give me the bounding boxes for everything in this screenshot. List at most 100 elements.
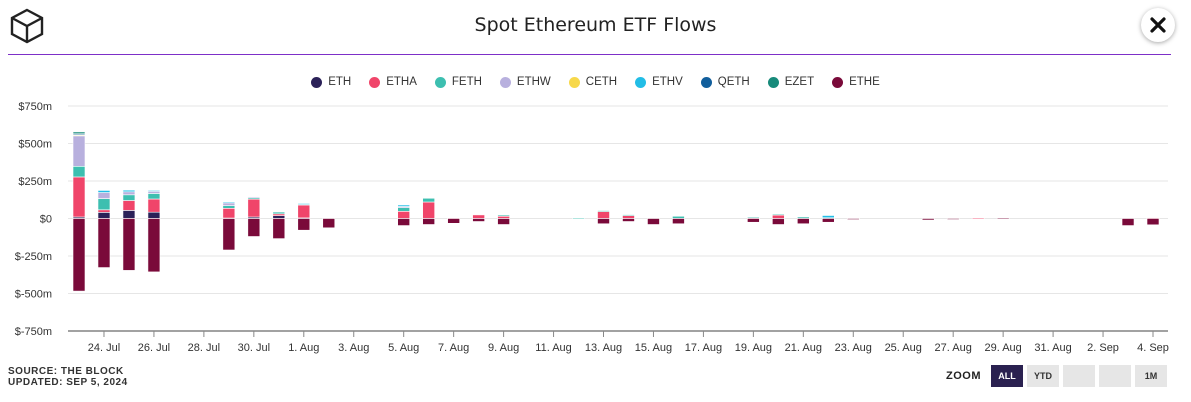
legend-dot-icon xyxy=(434,76,446,88)
legend-label: ETHE xyxy=(849,76,880,88)
bar-segment-etha xyxy=(297,204,311,219)
bar-segment-ethe xyxy=(1146,218,1160,226)
close-button[interactable] xyxy=(1141,8,1175,42)
legend-dot-icon xyxy=(700,76,712,88)
bar-segment-ethv xyxy=(122,189,136,193)
bar-segment-ethe xyxy=(222,218,236,251)
bar-segment-ethe xyxy=(122,218,136,271)
y-tick-label: $-250m xyxy=(15,251,52,263)
bar-segment-ethv xyxy=(97,190,111,193)
legend-label: ETH xyxy=(328,76,352,88)
bar-segment-ethe xyxy=(247,218,261,237)
legend-item-ezet[interactable]: EZET xyxy=(767,74,815,90)
bar-segment-feth xyxy=(422,197,435,203)
zoom-all-button[interactable]: ALL xyxy=(991,365,1023,387)
bar-segment-ethw xyxy=(122,191,136,196)
y-tick-label: $-750m xyxy=(15,326,52,338)
legend-item-etha[interactable]: ETHA xyxy=(369,74,417,90)
bar-segment-ethe xyxy=(147,218,161,273)
bar-segment-etha xyxy=(147,198,161,213)
bar-segment-etha xyxy=(622,215,635,219)
bar-segment-etha xyxy=(97,209,111,213)
bar-segment-ezet xyxy=(72,131,86,135)
legend-dot-icon xyxy=(635,76,647,88)
bar-segment-etha xyxy=(971,217,985,220)
x-tick-label: 17. Aug xyxy=(685,342,722,354)
bar-segment-ethe xyxy=(622,218,635,222)
bar-segment-ethe xyxy=(97,218,111,268)
bar-segment-ethe xyxy=(597,218,610,225)
bar-segment-feth xyxy=(97,198,111,211)
bar-segment-ethe xyxy=(672,218,685,225)
bar-segment-ethe xyxy=(1121,218,1135,226)
legend-dot-icon xyxy=(767,76,779,88)
zoom-1m-button[interactable]: 1M xyxy=(1135,365,1167,387)
zoom-blank-button-1[interactable] xyxy=(1063,365,1095,387)
x-tick-label: 23. Aug xyxy=(835,342,872,354)
bar-segment-ethe xyxy=(497,218,510,225)
legend-label: QETH xyxy=(717,76,750,88)
x-tick-label: 1. Aug xyxy=(288,342,319,354)
bar-segment-etha xyxy=(472,214,485,219)
bar-segment-ethv xyxy=(297,203,311,205)
zoom-ytd-button[interactable]: YTD xyxy=(1027,365,1059,387)
legend-item-ceth[interactable]: CETH xyxy=(568,74,618,90)
zoom-blank-button-2[interactable] xyxy=(1099,365,1131,387)
bar-segment-ethe xyxy=(72,218,86,292)
bar-segment-ethe xyxy=(447,218,460,224)
x-tick-label: 30. Jul xyxy=(238,342,270,354)
legend-item-feth[interactable]: FETH xyxy=(434,74,482,90)
x-tick-label: 5. Aug xyxy=(388,342,419,354)
bar-segment-ethe xyxy=(422,218,435,225)
legend-dot-icon xyxy=(499,76,511,88)
chart-title: Spot Ethereum ETF Flows xyxy=(474,14,717,36)
legend-label: CETH xyxy=(585,76,618,88)
bar-segment-ethe xyxy=(946,218,960,220)
x-tick-label: 26. Jul xyxy=(138,342,170,354)
bar-segment-eth xyxy=(147,211,161,219)
bar-segment-etha xyxy=(397,211,410,219)
y-tick-label: $500m xyxy=(18,139,52,151)
bar-segment-ethe xyxy=(472,218,485,222)
legend-dot-icon xyxy=(568,76,580,88)
bar-segment-feth xyxy=(622,214,635,216)
bar-segment-ethe xyxy=(846,218,860,220)
bar-segment-ethe xyxy=(647,218,660,225)
x-tick-label: 21. Aug xyxy=(785,342,822,354)
bar-segment-ethe xyxy=(272,218,286,239)
header-divider xyxy=(8,54,1171,55)
y-tick-label: $-500m xyxy=(15,289,52,301)
legend-item-ethw[interactable]: ETHW xyxy=(499,74,551,90)
x-tick-label: 27. Aug xyxy=(935,342,972,354)
bar-segment-feth xyxy=(597,210,610,212)
legend-label: EZET xyxy=(784,76,815,88)
bar-segment-feth xyxy=(222,205,236,209)
legend-item-qeth[interactable]: QETH xyxy=(700,74,750,90)
x-tick-label: 19. Aug xyxy=(735,342,772,354)
bar-segment-eth xyxy=(122,210,136,219)
bar-segment-ethv xyxy=(147,190,161,192)
x-tick-label: 13. Aug xyxy=(585,342,622,354)
close-icon xyxy=(1150,17,1166,33)
bar-segment-etha xyxy=(247,198,261,218)
legend-item-ethv[interactable]: ETHV xyxy=(635,74,683,90)
y-tick-label: $250m xyxy=(18,176,52,188)
bar-segment-ethe xyxy=(297,218,311,231)
legend-label: ETHV xyxy=(652,76,683,88)
bar-segment-etha xyxy=(72,176,86,218)
legend-label: FETH xyxy=(451,76,482,88)
zoom-label: ZOOM xyxy=(946,370,981,382)
legend-dot-icon xyxy=(311,76,323,88)
chart-legend: ETH ETHA FETH ETHW CETH ETHV QETH EZET ETHE xyxy=(0,74,1191,90)
bar-segment-feth xyxy=(147,193,161,200)
bar-segment-ethv xyxy=(222,201,236,204)
x-tick-label: 28. Jul xyxy=(188,342,220,354)
legend-item-eth[interactable]: ETH xyxy=(311,74,351,90)
bar-segment-feth xyxy=(747,216,760,219)
y-tick-label: $750m xyxy=(18,101,52,113)
x-tick-label: 2. Sep xyxy=(1087,342,1119,354)
legend-item-ethe[interactable]: ETHE xyxy=(832,74,880,90)
x-tick-label: 7. Aug xyxy=(438,342,469,354)
bar-segment-etha xyxy=(222,208,236,219)
